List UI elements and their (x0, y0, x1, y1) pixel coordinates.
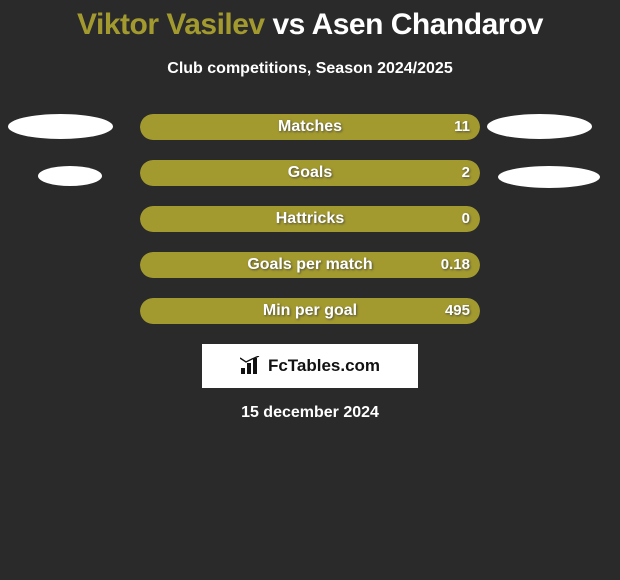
stat-row: Goals per match0.18 (0, 252, 620, 278)
stat-row: Min per goal495 (0, 298, 620, 324)
vs-text: vs (272, 8, 304, 41)
stat-bar-fill (140, 298, 480, 324)
bar-chart-icon (240, 356, 262, 376)
stat-bar-fill (140, 114, 480, 140)
stat-bar (140, 298, 480, 324)
site-logo: FcTables.com (202, 344, 418, 388)
stat-bar (140, 252, 480, 278)
player-marker-ellipse (8, 114, 113, 139)
subtitle: Club competitions, Season 2024/2025 (0, 60, 620, 78)
logo-text: FcTables.com (268, 356, 380, 376)
stat-bar-fill (140, 252, 480, 278)
stat-row: Hattricks0 (0, 206, 620, 232)
player1-name: Viktor Vasilev (77, 8, 265, 41)
stat-bar (140, 160, 480, 186)
stat-bar-fill (140, 160, 480, 186)
player-marker-ellipse (498, 166, 600, 188)
stat-bar (140, 114, 480, 140)
player-marker-ellipse (487, 114, 592, 139)
player-marker-ellipse (38, 166, 102, 186)
date-text: 15 december 2024 (0, 404, 620, 422)
stat-bar-fill (140, 206, 480, 232)
player2-name: Asen Chandarov (312, 8, 543, 41)
stats-chart: Matches11Goals2Hattricks0Goals per match… (0, 114, 620, 324)
stat-bar (140, 206, 480, 232)
comparison-title: Viktor Vasilev vs Asen Chandarov (0, 0, 620, 42)
